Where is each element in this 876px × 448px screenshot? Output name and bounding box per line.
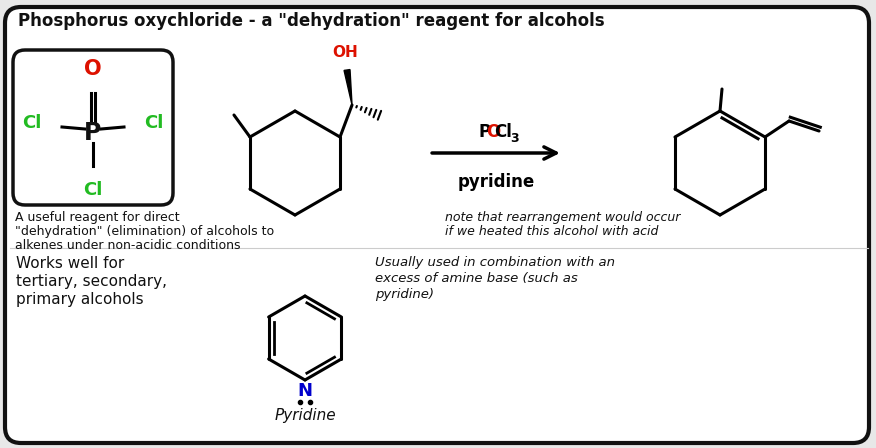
Text: P: P (478, 123, 491, 141)
Polygon shape (344, 69, 352, 105)
Text: Phosphorus oxychloride - a "dehydration" reagent for alcohols: Phosphorus oxychloride - a "dehydration"… (18, 12, 604, 30)
Text: Pyridine: Pyridine (274, 408, 336, 423)
Text: tertiary, secondary,: tertiary, secondary, (16, 274, 167, 289)
FancyBboxPatch shape (13, 50, 173, 205)
Text: Usually used in combination with an: Usually used in combination with an (375, 256, 615, 269)
Text: pyridine: pyridine (457, 173, 534, 191)
Text: Cl: Cl (22, 114, 42, 132)
Text: "dehydration" (elimination) of alcohols to: "dehydration" (elimination) of alcohols … (15, 225, 274, 238)
Text: O: O (486, 123, 500, 141)
Text: if we heated this alcohol with acid: if we heated this alcohol with acid (445, 225, 659, 238)
Text: Cl: Cl (83, 181, 102, 199)
Text: primary alcohols: primary alcohols (16, 292, 144, 307)
Text: N: N (298, 382, 313, 400)
Text: Cl: Cl (145, 114, 164, 132)
Text: alkenes under non-acidic conditions: alkenes under non-acidic conditions (15, 239, 241, 252)
Text: Cl: Cl (494, 123, 512, 141)
Text: A useful reagent for direct: A useful reagent for direct (15, 211, 180, 224)
Text: excess of amine base (such as: excess of amine base (such as (375, 272, 578, 285)
Text: O: O (84, 59, 102, 79)
Text: note that rearrangement would occur: note that rearrangement would occur (445, 211, 681, 224)
Text: OH: OH (332, 45, 358, 60)
FancyBboxPatch shape (5, 7, 869, 443)
Text: pyridine): pyridine) (375, 288, 434, 301)
Text: 3: 3 (510, 132, 519, 145)
Text: P: P (84, 121, 102, 145)
Text: Works well for: Works well for (16, 256, 124, 271)
